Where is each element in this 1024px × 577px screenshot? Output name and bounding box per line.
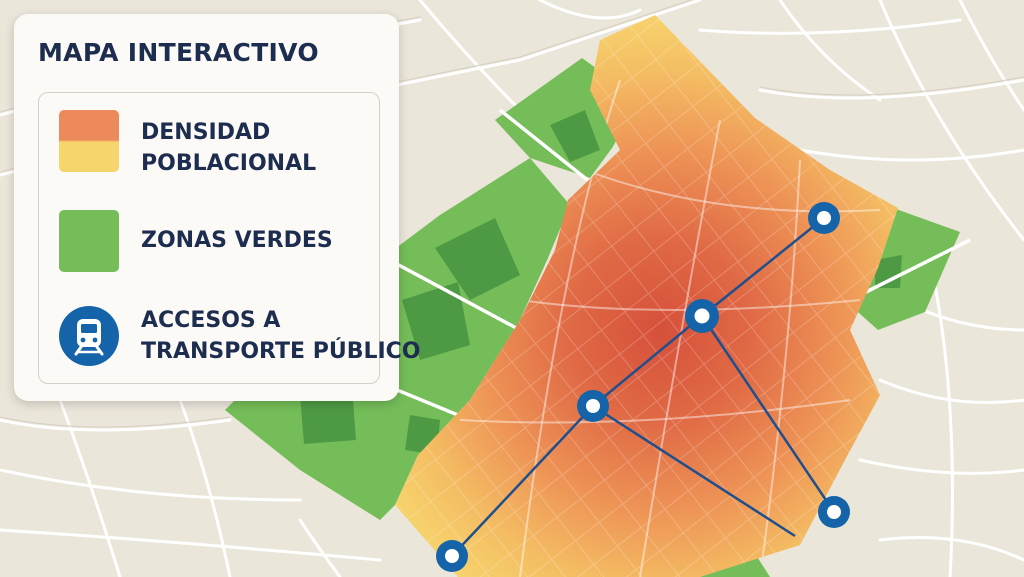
legend-label-line: DENSIDAD — [141, 120, 271, 145]
legend-label-line: POBLACIONAL — [141, 151, 317, 176]
transit-stop[interactable] — [577, 390, 609, 422]
legend-label-line: TRANSPORTE PÚBLICO — [141, 339, 421, 364]
legend-label-line: ACCESOS A — [141, 308, 281, 333]
transit-stop[interactable] — [685, 299, 719, 333]
transit-stop[interactable] — [818, 496, 850, 528]
legend-title: MAPA INTERACTIVO — [38, 38, 319, 67]
train-icon — [59, 306, 119, 366]
transit-stops — [436, 202, 850, 572]
legend-item-density: DENSIDAD POBLACIONAL — [141, 117, 316, 179]
legend-label-line: ZONAS VERDES — [141, 228, 333, 253]
legend-item-green-zones: ZONAS VERDES — [141, 225, 333, 256]
transit-stop[interactable] — [436, 540, 468, 572]
legend-item-transit: ACCESOS A TRANSPORTE PÚBLICO — [141, 305, 421, 367]
transit-lines — [451, 217, 836, 557]
transit-stop[interactable] — [808, 202, 840, 234]
density-swatch — [59, 110, 119, 172]
legend-list: DENSIDAD POBLACIONAL ZONAS VERDES ACCESO… — [38, 92, 421, 384]
green-zone-swatch — [59, 210, 119, 272]
legend-panel: MAPA INTERACTIVO DENSIDAD POBLACIONAL ZO… — [14, 14, 421, 401]
